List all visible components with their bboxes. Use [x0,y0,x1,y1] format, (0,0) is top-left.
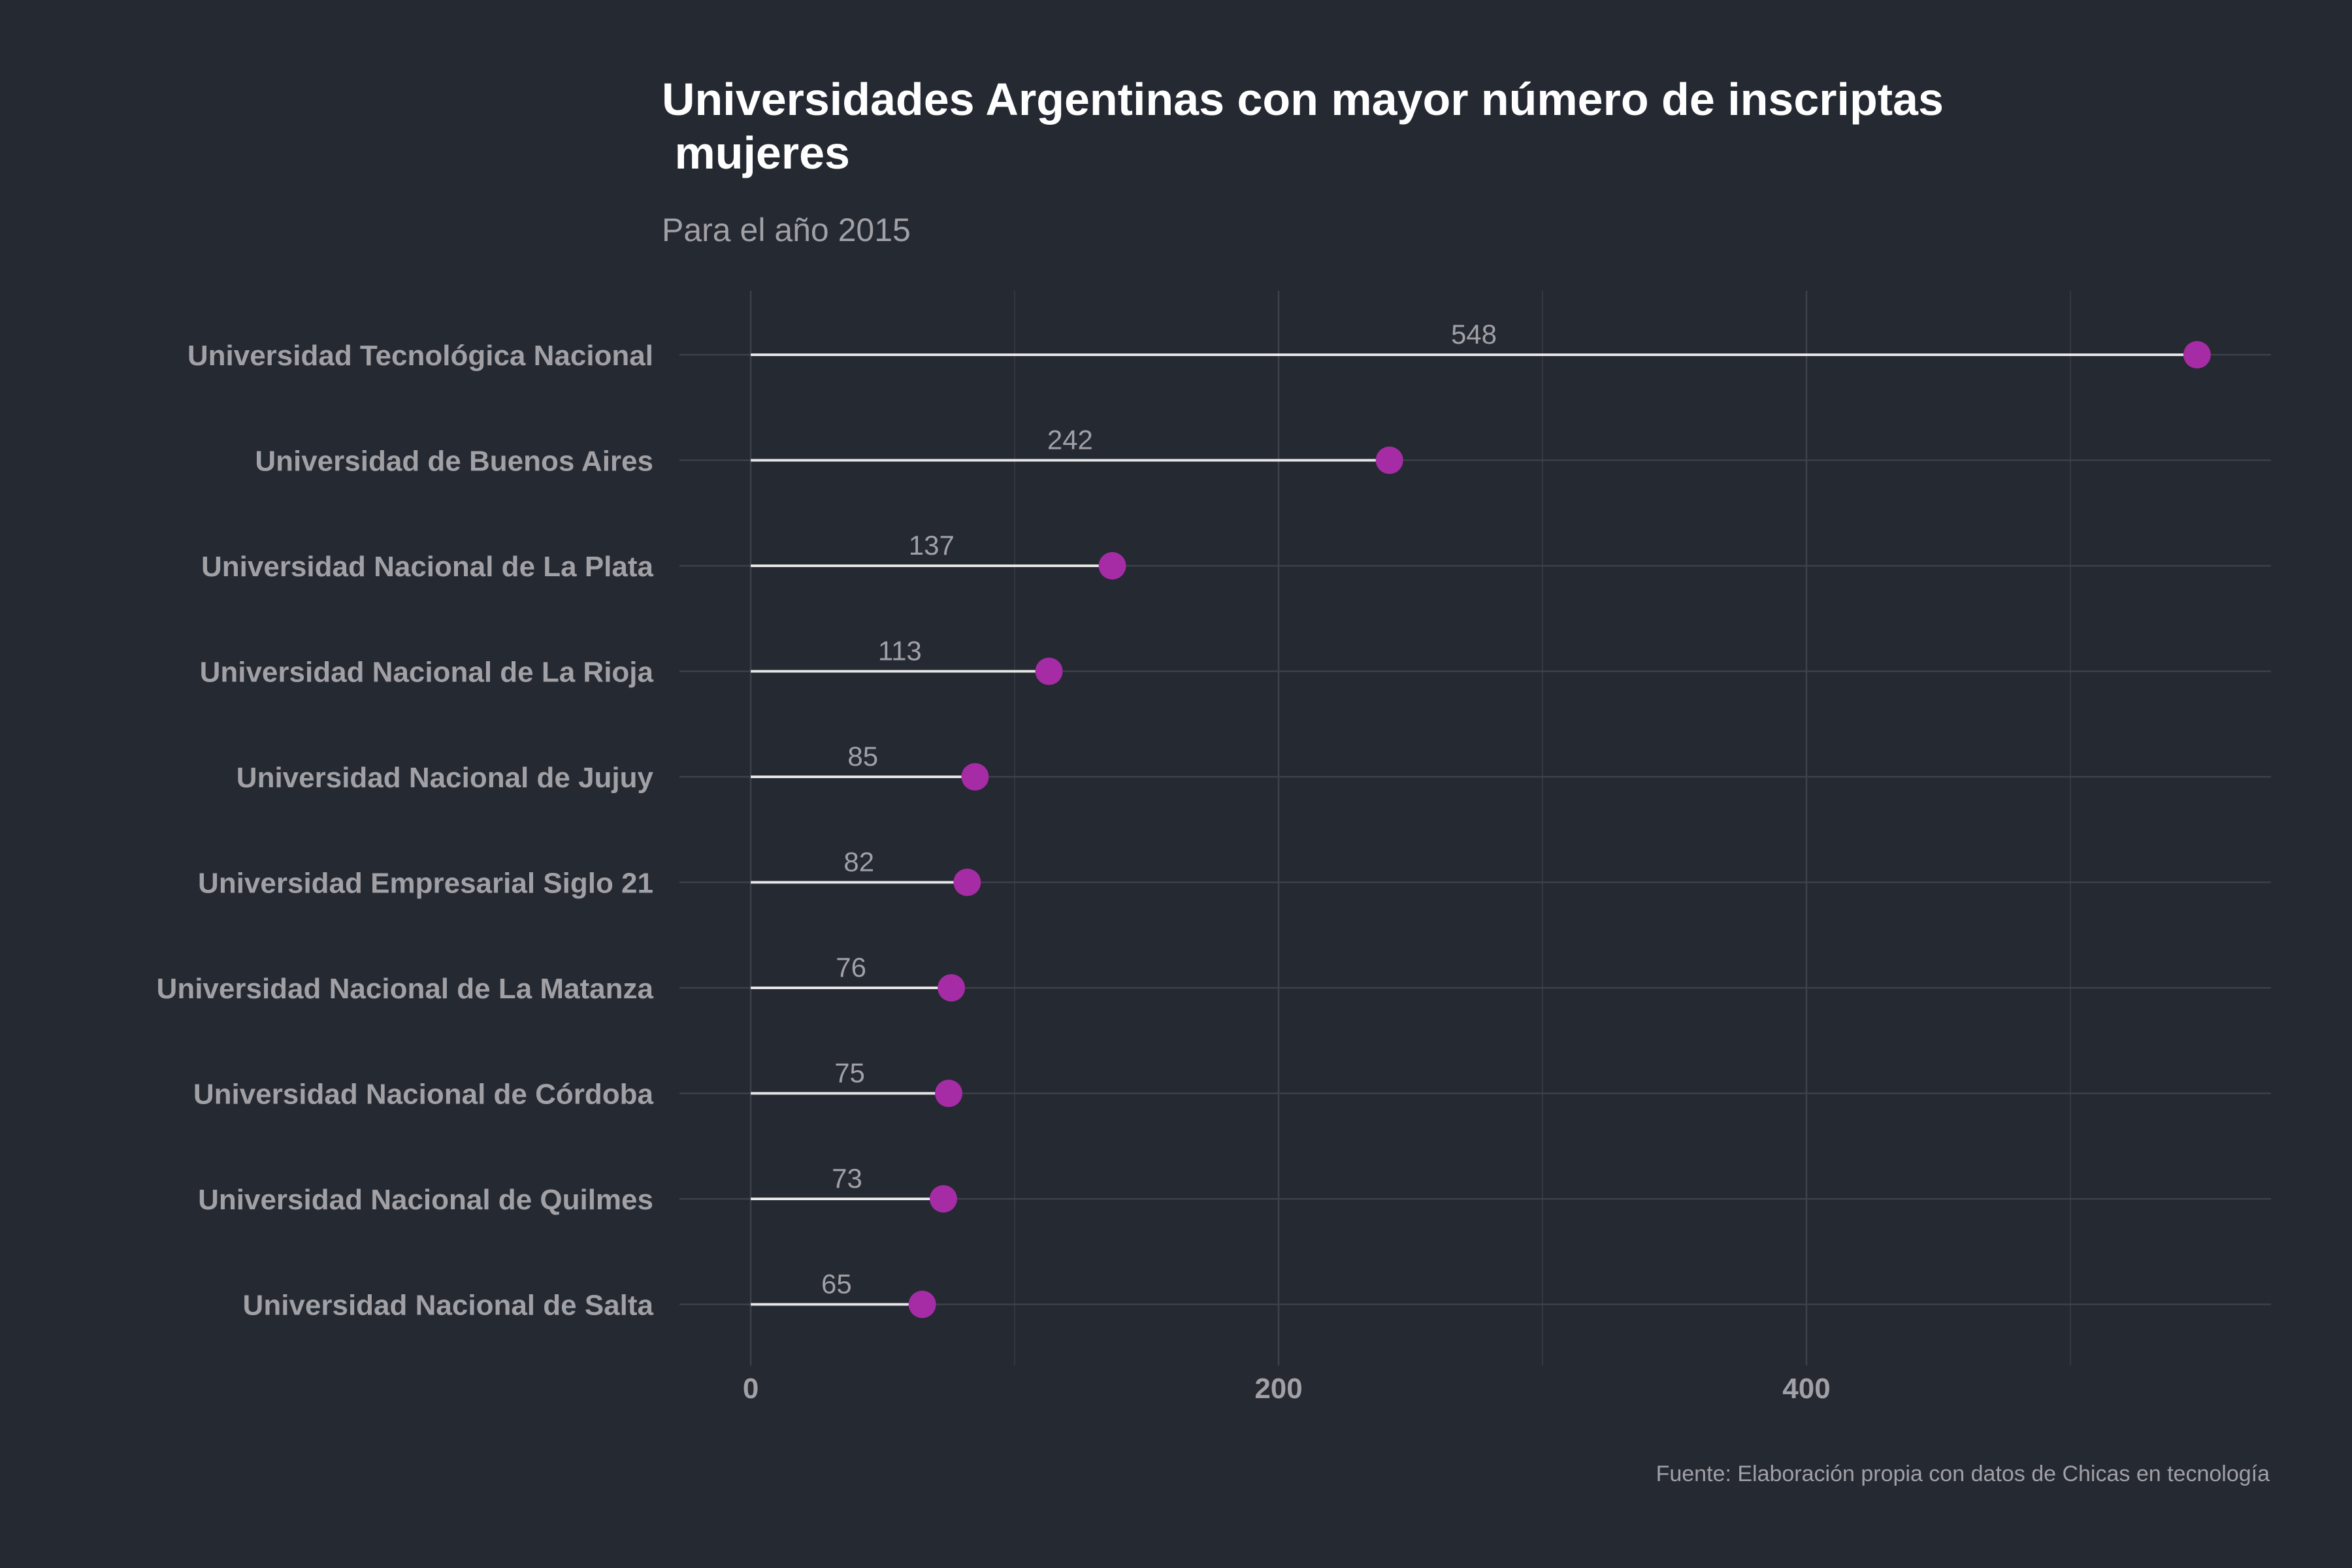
lollipop-point [961,763,989,791]
chart-subtitle: Para el año 2015 [662,212,911,248]
lollipop-point [953,868,981,896]
x-axis-tick-label: 400 [1782,1373,1830,1405]
value-label: 548 [1451,319,1497,350]
x-axis-labels: 0 200 400 [743,1373,1831,1405]
lollipop-point [938,974,966,1002]
x-axis-tick-label: 0 [743,1373,759,1405]
value-labels: 548 242 137 113 85 82 76 75 73 65 [821,319,1497,1299]
y-axis-label: Universidad Empresarial Siglo 21 [198,868,653,900]
y-axis-label: Universidad Nacional de Quilmes [198,1184,653,1216]
chart-title-line-2: mujeres [662,127,850,178]
x-axis-tick-label: 200 [1254,1373,1302,1405]
value-label: 82 [843,847,874,877]
y-axis-label: Universidad Nacional de La Rioja [200,657,654,689]
lollipop-points [908,341,2211,1318]
value-label: 65 [821,1269,852,1299]
lollipop-point [2183,341,2211,368]
y-axis-label: Universidad de Buenos Aires [255,446,653,478]
chart-caption: Fuente: Elaboración propia con datos de … [1656,1462,2270,1486]
lollipop-stems [751,353,2197,1306]
lollipop-point [935,1079,963,1107]
chart-title-line-1: Universidades Argentinas con mayor númer… [662,74,1944,125]
minor-gridlines [1014,291,2071,1365]
value-label: 85 [847,741,878,772]
lollipop-point [1375,446,1403,474]
y-axis-label: Universidad Nacional de La Matanza [157,973,654,1005]
lollipop-point [1098,552,1126,580]
lollipop-point [929,1185,957,1213]
y-axis-label: Universidad Nacional de Jujuy [237,762,654,794]
y-axis-label: Universidad Nacional de La Plata [201,551,654,583]
value-label: 75 [834,1058,865,1088]
lollipop-point [1035,657,1063,685]
y-axis-label: Universidad Tecnológica Nacional [188,340,653,372]
y-axis-label: Universidad Nacional de Salta [243,1290,654,1322]
value-label: 73 [832,1163,862,1194]
lollipop-point [908,1290,936,1318]
value-label: 137 [909,530,955,561]
value-label: 113 [878,636,922,666]
y-axis-labels: Universidad Tecnológica Nacional Universi… [157,340,654,1322]
y-axis-label: Universidad Nacional de Córdoba [193,1079,654,1111]
value-label: 76 [836,952,866,983]
value-label: 242 [1047,425,1093,455]
